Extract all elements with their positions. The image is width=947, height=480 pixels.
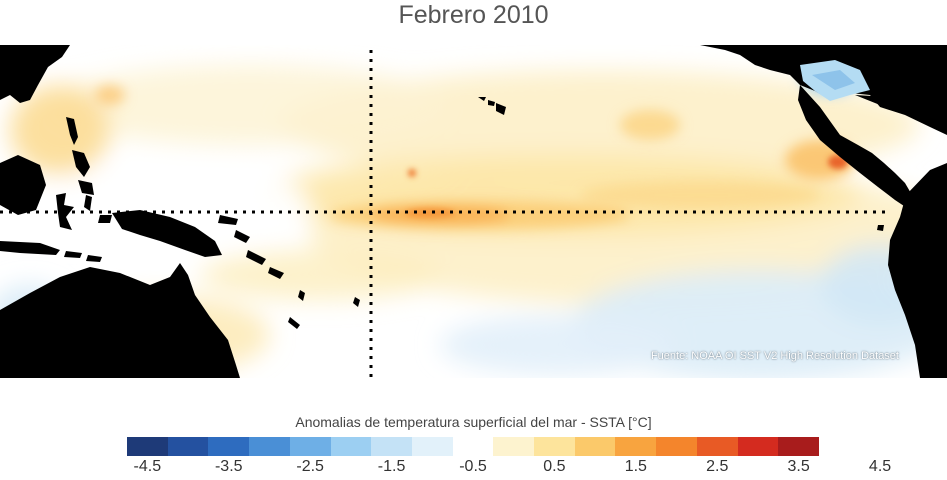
map-title: Febrero 2010 bbox=[398, 1, 549, 29]
land-masses bbox=[0, 45, 947, 378]
colorbar-cell bbox=[249, 437, 290, 456]
colorbar-cell bbox=[127, 437, 168, 456]
colorbar-tick-label: -3.5 bbox=[214, 458, 243, 475]
colorbar-cell bbox=[493, 437, 535, 456]
colorbar-cell bbox=[737, 437, 779, 456]
colorbar-tick-label: 0.5 bbox=[543, 458, 566, 475]
colorbar bbox=[127, 437, 819, 456]
sst-anomaly-map bbox=[0, 45, 947, 378]
colorbar-tick-label: 3.5 bbox=[787, 458, 810, 475]
colorbar-tick-label: -1.5 bbox=[377, 458, 406, 475]
colorbar-cell bbox=[696, 437, 738, 456]
colorbar-cell bbox=[208, 437, 250, 456]
colorbar-tick-label: -4.5 bbox=[133, 458, 162, 475]
colorbar-cell bbox=[778, 437, 819, 456]
colorbar-cell bbox=[656, 437, 697, 456]
colorbar-title: Anomalias de temperatura superficial del… bbox=[295, 414, 652, 430]
colorbar-cell bbox=[371, 437, 412, 456]
gulf-of-mexico bbox=[800, 60, 870, 101]
colorbar-cell bbox=[411, 437, 453, 456]
colorbar-tick-label: 2.5 bbox=[706, 458, 729, 475]
colorbar-tick-label: 4.5 bbox=[868, 458, 892, 475]
colorbar-tick-label: -2.5 bbox=[296, 458, 324, 475]
colorbar-tick-label: 1.5 bbox=[624, 458, 647, 475]
colorbar-cell bbox=[534, 437, 575, 456]
colorbar-ticks: -4.5 -3.5 -2.5 -1.5 -0.5 0.5 1.5 2.5 3.5 4.5 bbox=[127, 458, 892, 480]
colorbar-cell bbox=[574, 437, 616, 456]
colorbar-cell bbox=[330, 437, 372, 456]
colorbar-cell bbox=[452, 437, 494, 456]
colorbar-cell bbox=[167, 437, 209, 456]
source-note: Fuente: NOAA OI SST V2 High Resolution D… bbox=[650, 350, 899, 362]
colorbar-tick-label: -0.5 bbox=[459, 458, 487, 475]
colorbar-cell bbox=[615, 437, 657, 456]
colorbar-cell bbox=[289, 437, 331, 456]
